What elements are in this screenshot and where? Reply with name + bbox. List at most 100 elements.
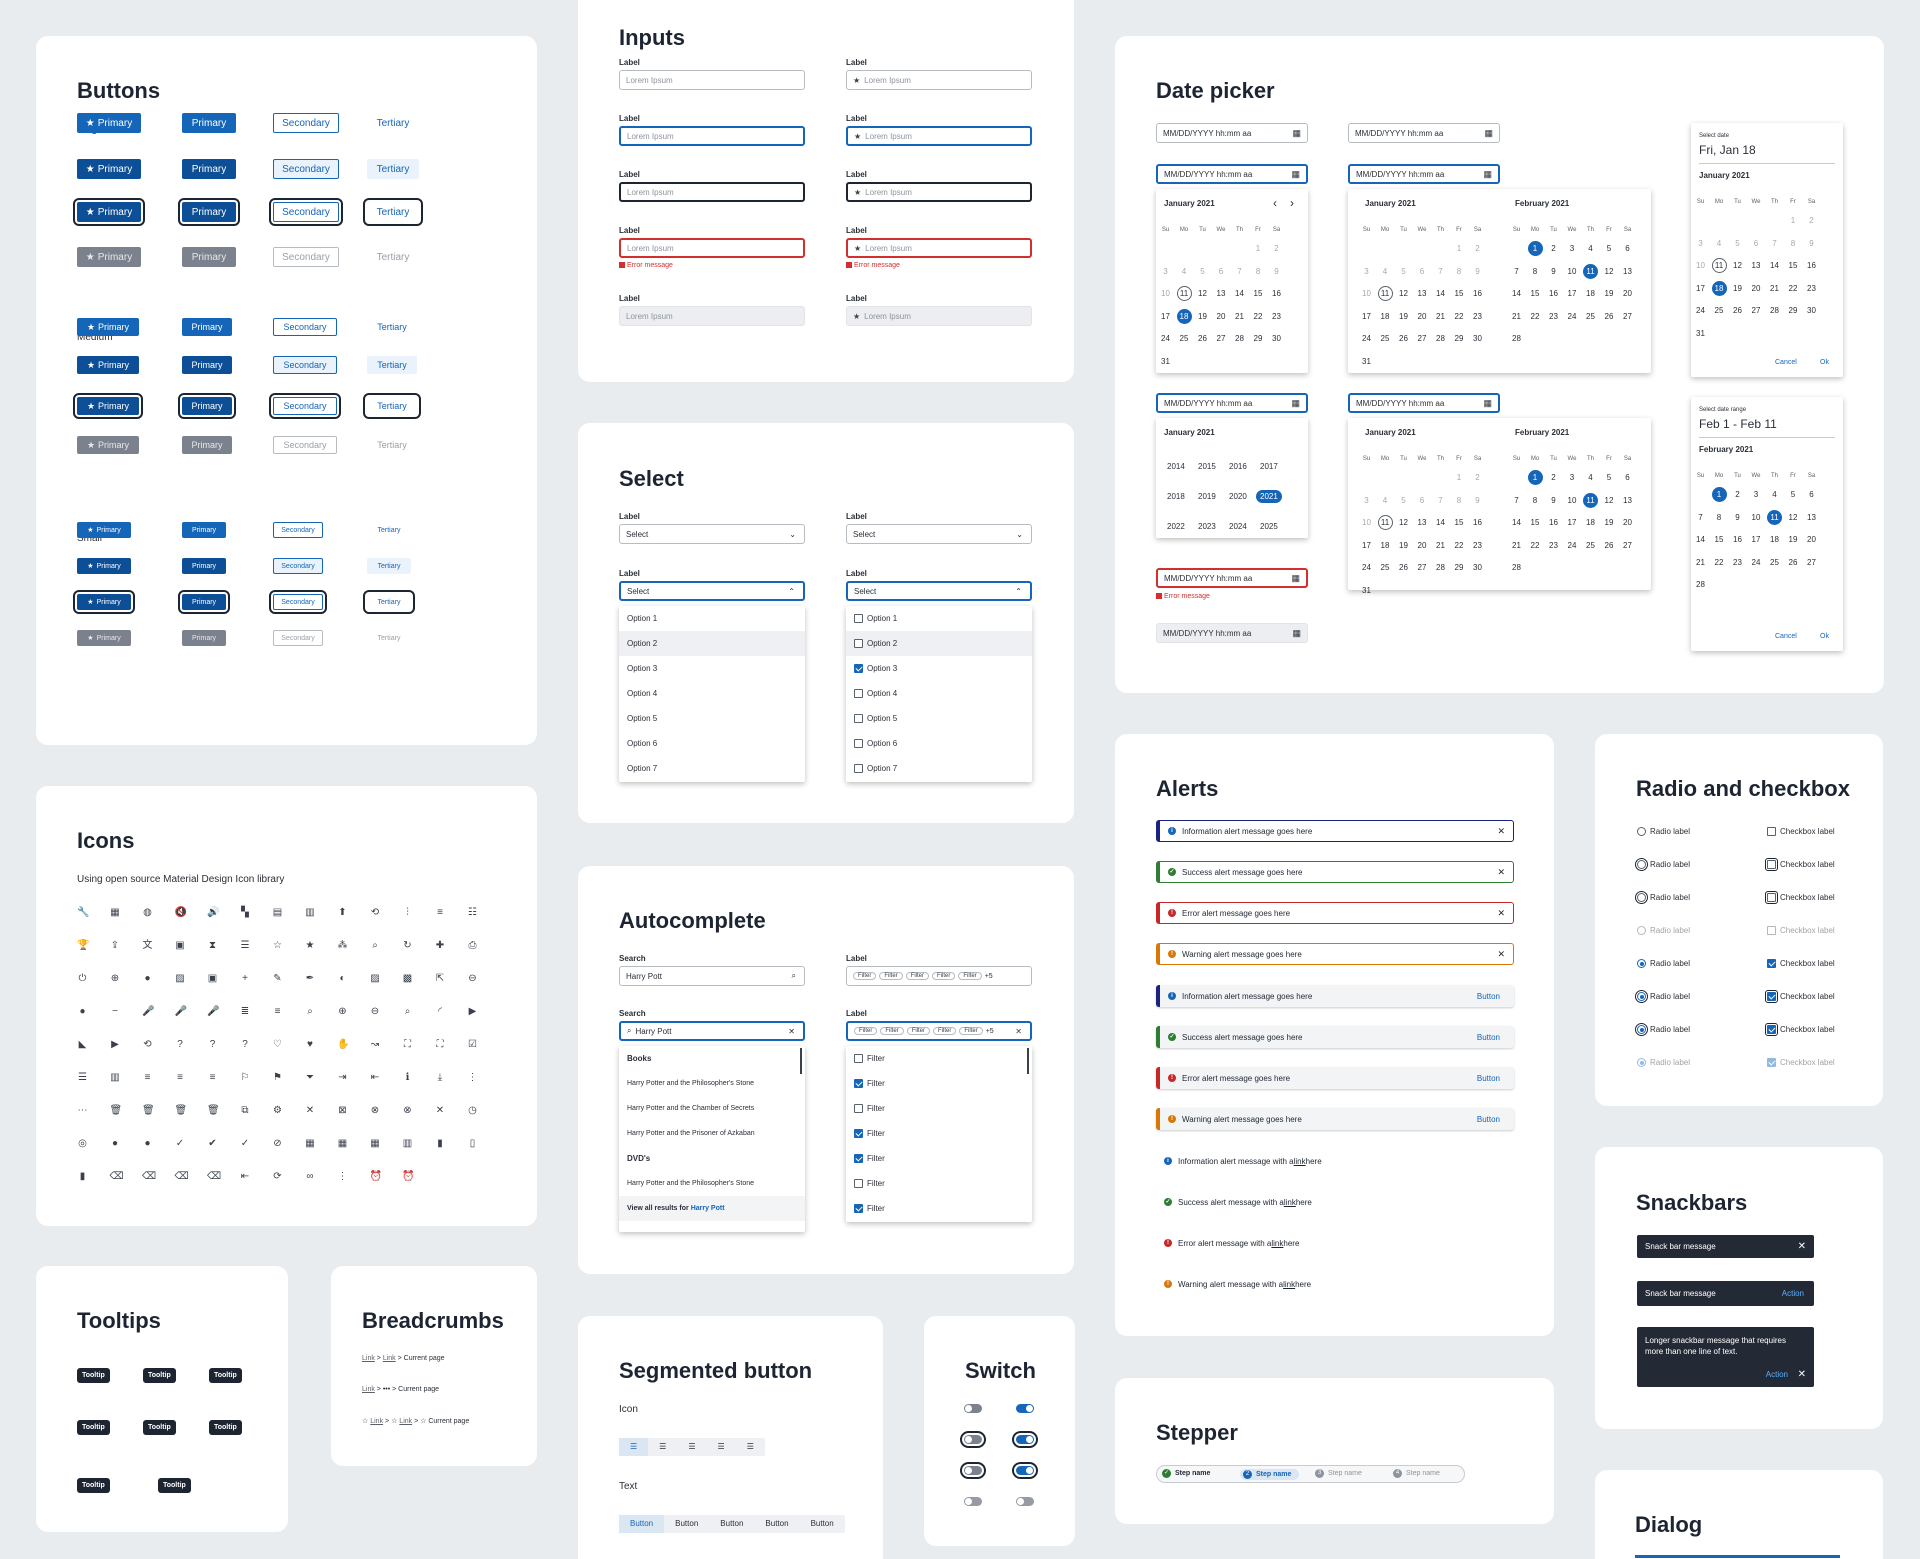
calendar-day[interactable]: 20 <box>1623 289 1632 298</box>
calendar-day[interactable]: 23 <box>1473 311 1482 321</box>
calendar-day[interactable]: 3 <box>1698 238 1703 248</box>
calendar-day[interactable]: 14 <box>1512 289 1521 298</box>
calendar-day[interactable]: 18 <box>1586 518 1595 527</box>
calendar-day[interactable]: 6 <box>1419 266 1425 276</box>
calendar-day[interactable]: 21 <box>1696 557 1705 567</box>
calendar-day[interactable]: 2 <box>1274 244 1279 253</box>
tertiary-button[interactable]: Tertiary <box>367 630 411 646</box>
switch-on[interactable] <box>1016 1404 1034 1413</box>
tertiary-button[interactable]: Tertiary <box>367 356 417 374</box>
checkbox-checked[interactable] <box>854 1204 863 1213</box>
align-left-icon[interactable]: ☰ <box>688 1442 696 1451</box>
calendar-day[interactable]: 4 <box>1181 266 1187 276</box>
calendar-day[interactable]: 8 <box>1456 266 1462 276</box>
checkbox[interactable] <box>854 1179 863 1188</box>
calendar-day[interactable]: 9 <box>1274 266 1279 276</box>
primary-button[interactable]: ★ Primary <box>77 113 141 133</box>
checkbox-checked[interactable] <box>854 1154 863 1163</box>
calendar-day[interactable]: 22 <box>1530 540 1540 550</box>
calendar-day[interactable]: 18 <box>1711 280 1727 296</box>
calendar-day[interactable]: 3 <box>1753 490 1759 499</box>
tertiary-button[interactable]: Tertiary <box>363 198 423 226</box>
primary-button[interactable]: Primary <box>182 318 232 336</box>
calendar-day[interactable]: 26 <box>1788 557 1798 567</box>
year-option[interactable]: 2022 <box>1167 522 1185 531</box>
calendar-day[interactable]: 10 <box>1751 512 1761 522</box>
checkbox[interactable] <box>1765 990 1778 1003</box>
calendar-day[interactable]: 11 <box>1377 515 1393 530</box>
calendar-day[interactable]: 5 <box>1606 473 1612 482</box>
calendar-day[interactable]: 15 <box>1454 518 1464 527</box>
date-range-field[interactable]: MM/DD/YYYY hh:mm aa ▦ <box>1348 123 1500 143</box>
calendar-day[interactable]: 6 <box>1218 266 1224 276</box>
calendar-day[interactable]: 10 <box>1362 518 1371 527</box>
multiselect-option[interactable]: Option 1 <box>846 606 1032 631</box>
calendar-day[interactable]: 12 <box>1788 512 1798 522</box>
calendar-day[interactable]: 26 <box>1198 334 1207 343</box>
primary-button[interactable]: Primary <box>182 630 226 646</box>
close-icon[interactable]: ✕ <box>1797 1241 1806 1252</box>
align-left-icon[interactable]: ☰ <box>619 1438 649 1456</box>
checkbox[interactable] <box>854 1054 863 1063</box>
calendar-day[interactable]: 25 <box>1586 311 1595 321</box>
calendar-day[interactable]: 20 <box>1623 518 1632 527</box>
calendar-day[interactable]: 26 <box>1733 306 1742 315</box>
calendar-day[interactable]: 23 <box>1807 283 1816 293</box>
calendar-day[interactable]: 19 <box>1399 311 1408 321</box>
calendar-day[interactable]: 9 <box>1475 266 1480 276</box>
calendar-day[interactable]: 1 <box>1255 244 1261 253</box>
filter-chip[interactable]: Filter <box>906 1027 931 1035</box>
breadcrumb-link[interactable]: Link <box>362 1355 375 1362</box>
calendar-day[interactable]: 11 <box>1377 286 1393 301</box>
radio-button[interactable] <box>1637 959 1646 968</box>
step-complete[interactable]: ✓ Step name <box>1162 1469 1211 1478</box>
multiselect-field-open[interactable]: Select ⌃ <box>846 581 1032 601</box>
calendar-day[interactable]: 3 <box>1364 266 1369 276</box>
calendar-day[interactable]: 14 <box>1436 289 1445 298</box>
secondary-button[interactable]: Secondary <box>273 558 323 574</box>
primary-button[interactable]: ★ Primary <box>73 393 143 419</box>
select-option[interactable]: Option 3 <box>627 664 658 673</box>
calendar-day[interactable]: 21 <box>1770 283 1779 293</box>
calendar-day[interactable]: 15 <box>1714 535 1724 544</box>
filter-chip[interactable]: Filter <box>959 1027 983 1035</box>
calendar-day[interactable]: 21 <box>1512 311 1521 321</box>
year-option[interactable]: 2018 <box>1167 492 1185 501</box>
filter-chip[interactable]: Filter <box>905 972 930 980</box>
calendar-day[interactable]: 28 <box>1436 563 1445 572</box>
calendar-day[interactable]: 30 <box>1473 334 1482 343</box>
close-icon[interactable]: ✕ <box>1497 825 1505 836</box>
calendar-day[interactable]: 16 <box>1549 518 1558 527</box>
secondary-button[interactable]: Secondary <box>273 522 323 538</box>
calendar-day[interactable]: 5 <box>1401 495 1406 505</box>
search-input[interactable]: Harry Pott ⌕ <box>619 966 805 986</box>
inline-link[interactable]: link <box>1283 1279 1296 1289</box>
radio-option[interactable]: Radio label <box>1637 959 1690 968</box>
year-option[interactable]: 2020 <box>1229 492 1247 501</box>
inline-link[interactable]: link <box>1293 1156 1306 1166</box>
tertiary-button[interactable]: Tertiary <box>367 247 419 267</box>
radio-option[interactable]: Radio label <box>1637 827 1690 836</box>
breadcrumb-link[interactable]: Link <box>382 1355 396 1362</box>
secondary-button[interactable]: Secondary <box>273 113 339 133</box>
date-range-field-active[interactable]: MM/DD/YYYY hh:mm aa ▦ <box>1348 164 1500 184</box>
calendar-day[interactable]: 19 <box>1788 535 1798 544</box>
calendar-day[interactable]: 17 <box>1696 283 1705 293</box>
cancel-button[interactable]: Cancel <box>1775 633 1797 640</box>
snackbar-action-button[interactable]: Action <box>1765 1370 1788 1379</box>
primary-button[interactable]: Primary <box>178 198 240 226</box>
calendar-day[interactable]: 22 <box>1530 311 1540 321</box>
primary-button[interactable]: ★ Primary <box>77 436 139 454</box>
year-option[interactable]: 2017 <box>1260 462 1278 471</box>
close-icon[interactable]: ✕ <box>1797 1369 1806 1380</box>
filter-option[interactable]: Filter <box>846 1196 1032 1221</box>
secondary-button[interactable]: Secondary <box>273 436 337 454</box>
calendar-day[interactable]: 18 <box>1176 308 1192 324</box>
step-upcoming[interactable]: 4 Step name <box>1393 1469 1440 1478</box>
calendar-day[interactable]: 15 <box>1530 518 1540 527</box>
calendar-day[interactable]: 5 <box>1790 490 1796 499</box>
checkbox[interactable] <box>1765 1023 1778 1036</box>
tertiary-button[interactable]: Tertiary <box>363 590 415 614</box>
primary-button[interactable]: Primary <box>178 590 230 614</box>
calendar-day[interactable]: 21 <box>1512 540 1521 550</box>
